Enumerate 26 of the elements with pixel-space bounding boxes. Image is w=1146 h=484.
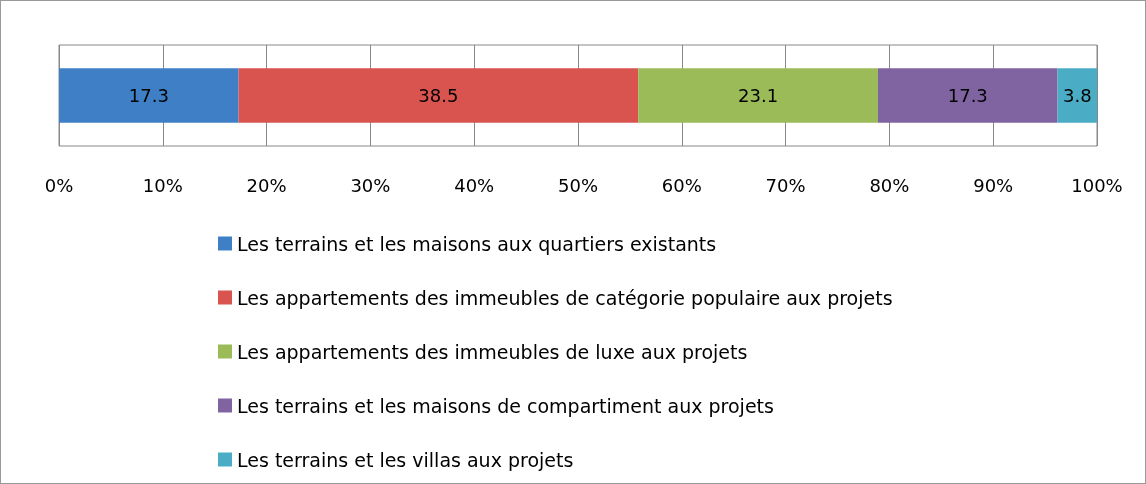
data-label: 17.3 xyxy=(128,85,169,106)
data-label: 3.8 xyxy=(1062,85,1092,106)
bar xyxy=(638,68,878,123)
x-tick-label: 10% xyxy=(142,174,183,196)
data-label: 38.5 xyxy=(418,85,459,106)
data-label: 17.3 xyxy=(947,85,988,106)
x-tick-label: 40% xyxy=(454,174,495,196)
x-tick-label: 50% xyxy=(557,174,599,196)
legend-label: Les terrains et les villas aux projets xyxy=(237,448,574,471)
x-tick-label: 90% xyxy=(973,174,1014,196)
x-tick-label: 20% xyxy=(246,174,287,196)
x-tick-label: 80% xyxy=(869,174,910,196)
x-tick-label: 60% xyxy=(661,174,702,196)
legend-label: Les appartements des immeubles de luxe aux projets xyxy=(237,340,748,363)
bar xyxy=(238,68,639,123)
bar xyxy=(877,68,1058,123)
x-tick-label: 70% xyxy=(765,174,806,196)
data-label: 23.1 xyxy=(738,85,779,106)
x-tick-label: 100% xyxy=(1071,174,1123,196)
legend-label: Les terrains et les maisons de compartiment aux projets xyxy=(237,394,774,417)
legend-label: Les terrains et les maisons aux quartiers existants xyxy=(237,232,717,255)
legend-label: Les appartements des immeubles de catégorie populaire aux projets xyxy=(237,286,893,309)
x-tick-label: 30% xyxy=(350,174,391,196)
bar xyxy=(59,68,239,123)
bar xyxy=(1057,68,1097,123)
x-tick-label: 0% xyxy=(44,174,74,196)
